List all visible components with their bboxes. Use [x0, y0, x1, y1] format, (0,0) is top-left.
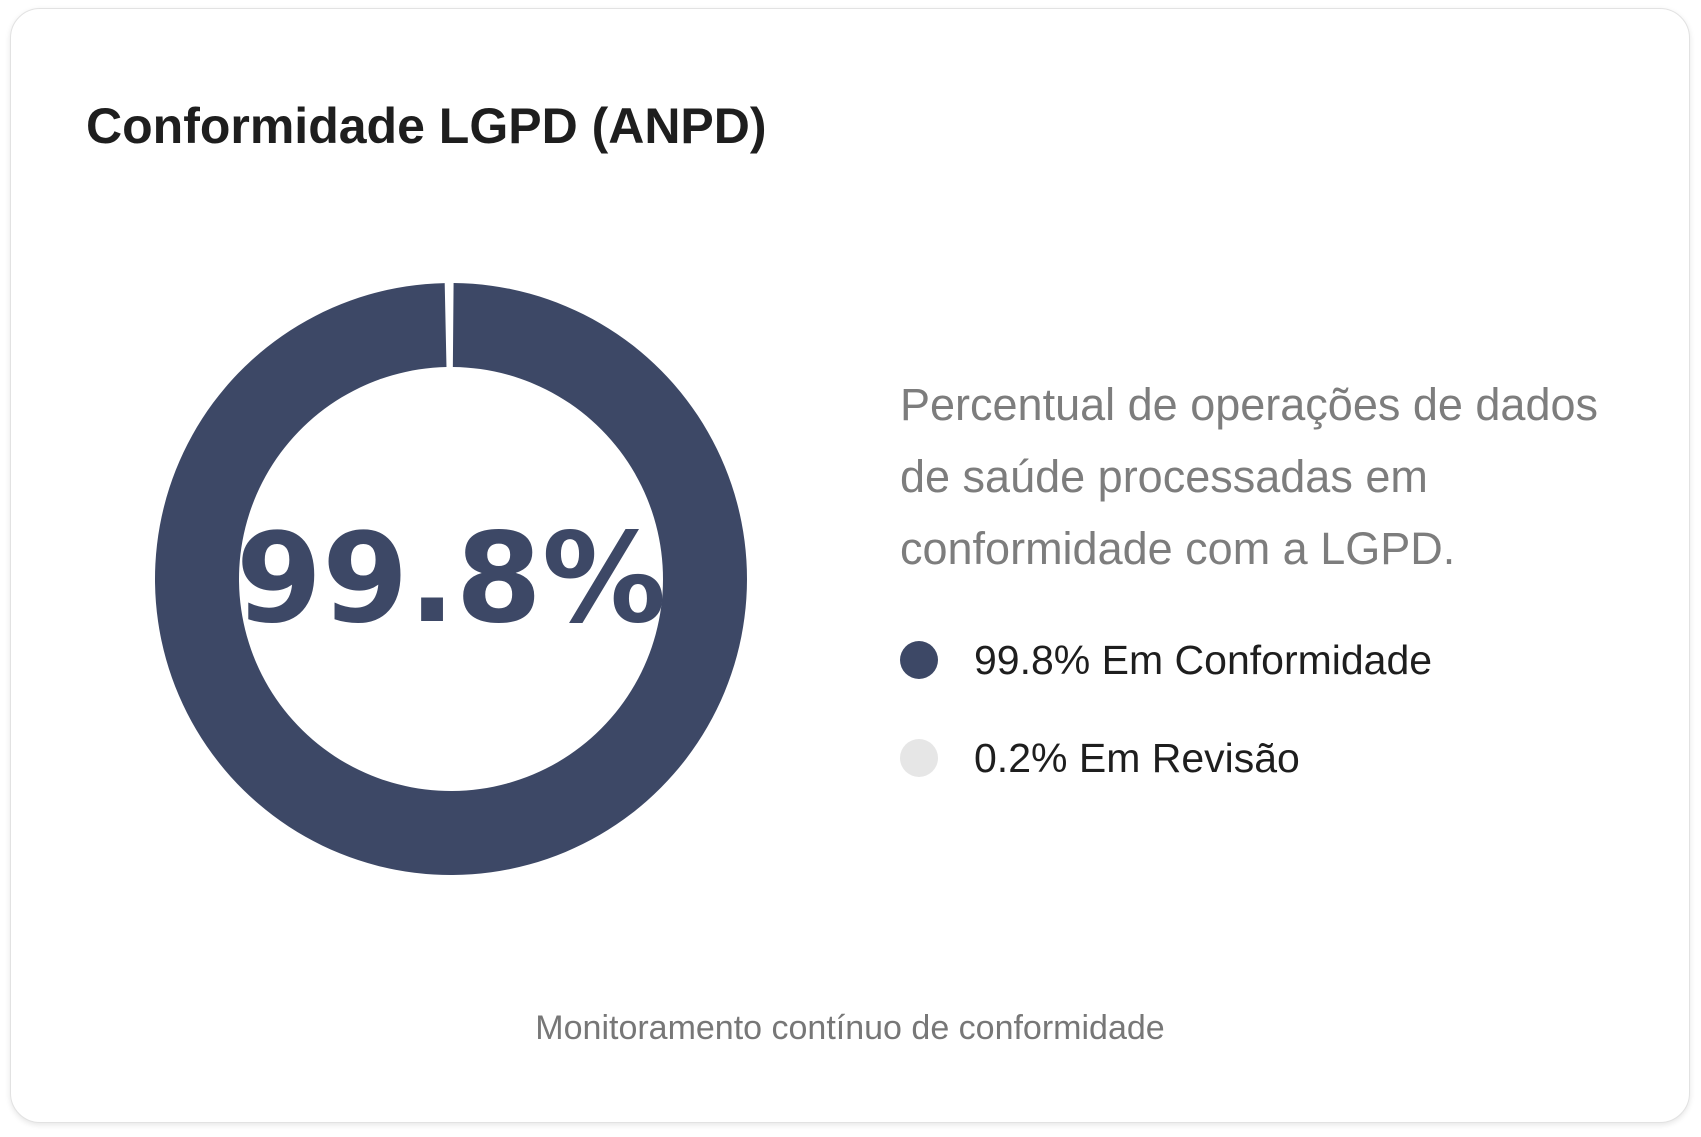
donut-chart: 99.8% — [131, 259, 771, 899]
legend-marker-compliant — [900, 641, 938, 679]
legend-item-compliant: 99.8% Em Conformidade — [900, 629, 1432, 691]
legend-marker-review — [900, 739, 938, 777]
chart-legend: 99.8% Em Conformidade 0.2% Em Revisão — [900, 629, 1432, 825]
legend-item-review: 0.2% Em Revisão — [900, 727, 1432, 789]
chart-description: Percentual de operações de dados de saúd… — [900, 379, 1599, 574]
legend-label-review: 0.2% Em Revisão — [974, 734, 1300, 781]
donut-chart-svg: 99.8% — [155, 283, 748, 875]
card-footer: Monitoramento contínuo de conformidade — [535, 1009, 1165, 1047]
compliance-card: Conformidade LGPD (ANPD) 99.8% Percentua… — [10, 8, 1690, 1123]
legend-label-compliant: 99.8% Em Conformidade — [974, 636, 1433, 683]
center-value-label: 99.8% — [236, 507, 666, 651]
card-title: Conformidade LGPD (ANPD) — [86, 98, 767, 154]
